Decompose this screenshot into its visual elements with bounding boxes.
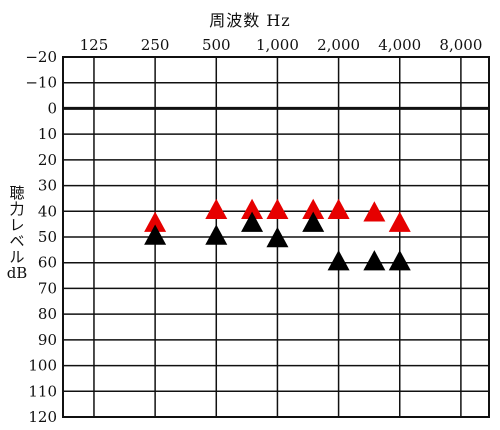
- y-axis-title: 聴力レベル dB: [6, 184, 28, 282]
- x-tick-label: 8,000: [439, 36, 482, 54]
- y-tick-label: 20: [38, 151, 57, 169]
- black-triangle-marker: [363, 250, 386, 271]
- y-tick-label: 10: [38, 125, 57, 143]
- red-triangle-marker: [205, 198, 228, 219]
- x-tick-label: 2,000: [317, 36, 360, 54]
- y-tick-label: 80: [38, 305, 57, 323]
- y-tick-label: 110: [28, 382, 57, 400]
- y-tick-label: 30: [38, 177, 57, 195]
- red-triangle-marker: [302, 198, 325, 219]
- x-tick-label: 500: [202, 36, 231, 54]
- y-tick-label: 60: [38, 254, 57, 272]
- black-triangle-marker: [205, 224, 228, 245]
- red-triangle-marker: [388, 211, 411, 232]
- red-triangle-marker: [241, 198, 264, 219]
- y-tick-label: −20: [25, 48, 57, 66]
- red-triangle-marker: [266, 198, 289, 219]
- x-tick-label: 250: [141, 36, 170, 54]
- y-tick-label: −10: [25, 74, 57, 92]
- black-triangle-marker: [388, 250, 411, 271]
- y-tick-label: 70: [38, 279, 57, 297]
- red-triangle-marker: [327, 198, 350, 219]
- y-tick-label: 120: [28, 408, 57, 426]
- x-tick-label: 4,000: [378, 36, 421, 54]
- y-tick-label: 40: [38, 202, 57, 220]
- y-tick-label: 90: [38, 331, 57, 349]
- x-axis-title: 周波数 Hz: [209, 11, 291, 30]
- red-triangle-marker: [363, 201, 386, 222]
- y-tick-label: 0: [47, 99, 57, 117]
- black-triangle-marker: [302, 211, 325, 232]
- y-tick-label: 100: [28, 357, 57, 375]
- black-triangle-marker: [266, 227, 289, 248]
- black-triangle-marker: [327, 250, 350, 271]
- x-tick-label: 125: [80, 36, 109, 54]
- red-triangle-marker: [144, 211, 167, 232]
- black-triangle-marker: [144, 224, 167, 245]
- y-tick-label: 50: [38, 228, 57, 246]
- black-triangle-marker: [241, 211, 264, 232]
- x-tick-label: 1,000: [256, 36, 299, 54]
